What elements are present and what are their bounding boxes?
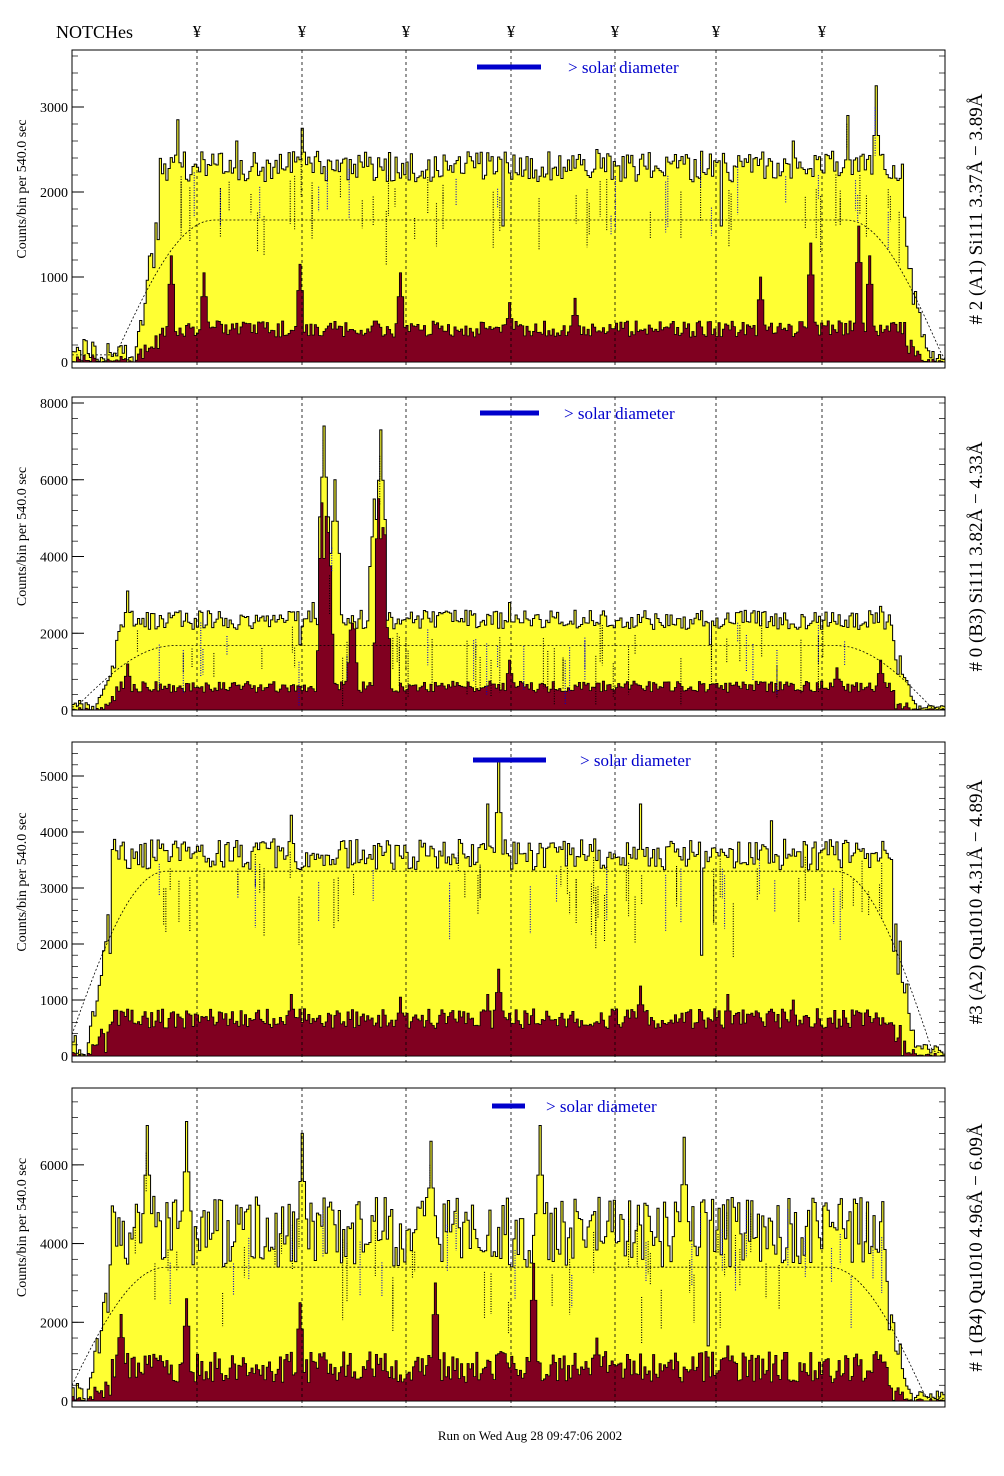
channel-label: # 0 (B3) Si111 3.82Å − 4.33Å [966, 441, 987, 671]
channel-label: #3 (A2) Qu1010 4.31Å − 4.89Å [966, 779, 987, 1024]
panel-1: 0 1000 2000 3000 Counts/bin per 540.0 sec # 2… [15, 49, 987, 371]
envelope-curve [72, 645, 945, 710]
envelope-curve [72, 219, 946, 360]
ytick-label: 4000 [40, 551, 68, 566]
notch-marker-5: ¥ [611, 22, 620, 41]
ytick-label: 3000 [40, 101, 68, 116]
ytick-label: 4000 [40, 1238, 68, 1253]
series-component-counts [71, 968, 946, 1057]
series-component-counts [71, 225, 946, 363]
ytick-label: 2000 [40, 627, 68, 642]
envelope-curve [71, 870, 945, 1053]
channel-label: # 1 (B4) Qu1010 4.96Å − 6.09Å [966, 1123, 987, 1371]
notch-markers: ¥ ¥ ¥ ¥ ¥ ¥ ¥ [193, 22, 827, 41]
ytick-label: 0 [61, 704, 68, 719]
series-component-counts [71, 1262, 946, 1402]
y-axis-label: Counts/bin per 540.0 sec [15, 119, 30, 258]
series-total-counts [71, 1121, 946, 1402]
solar-diameter-label: > solar diameter [580, 751, 691, 770]
channel-label: # 2 (A1) Si111 3.37Å − 3.89Å [966, 93, 987, 324]
panel-4: 0 2000 4000 6000 Counts/bin per 540.0 sec # 1… [15, 1087, 987, 1410]
ytick-label: 0 [61, 356, 68, 371]
notch-marker-1: ¥ [193, 22, 202, 41]
series-total-counts [71, 758, 946, 1057]
notch-marker-6: ¥ [712, 22, 721, 41]
series-total-counts [71, 85, 946, 363]
y-axis-label: Counts/bin per 540.0 sec [15, 812, 30, 951]
ytick-label: 4000 [40, 826, 68, 841]
notch-marker-2: ¥ [298, 22, 307, 41]
solar-diameter-label: > solar diameter [568, 58, 679, 77]
ytick-label: 5000 [40, 770, 68, 785]
panel-3: 0 1000 2000 3000 4000 5000 Counts/bin per 540.… [15, 741, 987, 1065]
run-timestamp: Run on Wed Aug 28 09:47:06 2002 [438, 1428, 622, 1443]
envelope-curve [71, 1266, 945, 1399]
ytick-label: 3000 [40, 882, 68, 897]
notches-label: NOTCHes [56, 22, 133, 42]
notch-marker-7: ¥ [818, 22, 827, 41]
solar-diameter-label: > solar diameter [546, 1097, 657, 1116]
y-axis-label: Counts/bin per 540.0 sec [15, 467, 30, 606]
histogram-panels: 0 1000 2000 3000 Counts/bin per 540.0 sec # 2… [15, 49, 987, 1410]
notch-marker-3: ¥ [402, 22, 411, 41]
ytick-label: 6000 [40, 1159, 68, 1174]
ytick-label: 0 [61, 1395, 68, 1410]
ytick-label: 2000 [40, 186, 68, 201]
ytick-label: 1000 [40, 271, 68, 286]
ytick-label: 2000 [40, 938, 68, 953]
ytick-label: 2000 [40, 1316, 68, 1331]
ytick-label: 0 [61, 1050, 68, 1065]
panel-2: 0 2000 4000 6000 8000 Counts/bin per 540.0 se… [15, 396, 987, 719]
ytick-label: 8000 [40, 397, 68, 412]
ytick-label: 6000 [40, 474, 68, 489]
notch-marker-4: ¥ [507, 22, 516, 41]
ytick-label: 1000 [40, 994, 68, 1009]
solar-diameter-label: > solar diameter [564, 404, 675, 423]
y-axis-label: Counts/bin per 540.0 sec [15, 1158, 30, 1297]
